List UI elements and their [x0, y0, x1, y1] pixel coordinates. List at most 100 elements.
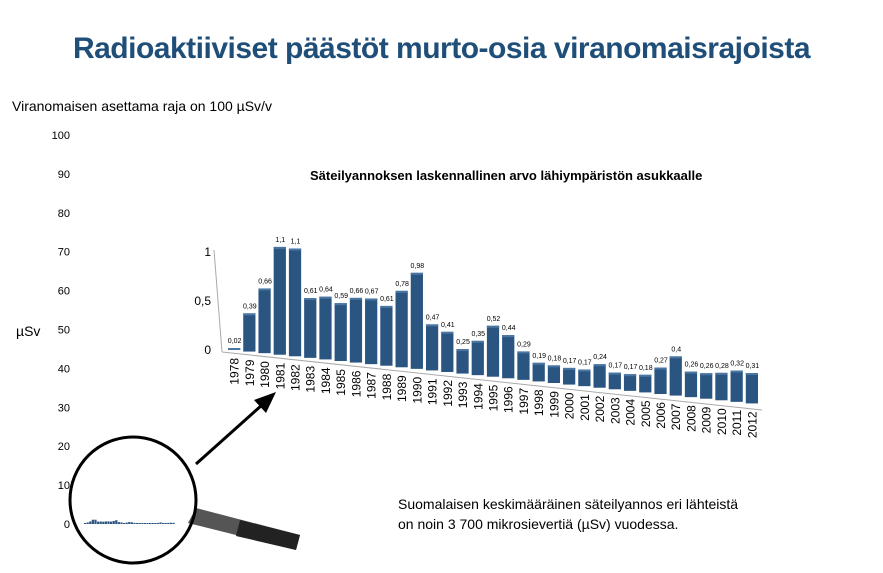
mini-bar — [136, 523, 139, 524]
y-axis — [213, 249, 223, 353]
y-tick-label: 30 — [58, 402, 70, 414]
bar-top — [365, 298, 378, 301]
data-label: 0,44 — [502, 325, 516, 332]
bar-2000 — [563, 367, 576, 385]
mini-bar — [172, 522, 175, 524]
mini-bar — [154, 523, 157, 524]
mini-bar — [149, 523, 152, 524]
mini-bar — [86, 522, 89, 524]
data-label: 0,17 — [578, 359, 592, 366]
data-label: 0,02 — [228, 338, 242, 345]
bar-1986 — [349, 297, 363, 363]
x-tick-label: 2006 — [654, 402, 668, 429]
x-tick-label: 2001 — [578, 394, 592, 421]
data-label: 0,32 — [730, 360, 744, 367]
bar-top — [684, 371, 698, 374]
average-dose-note: Suomalaisen keskimääräinen säteilyannos … — [398, 494, 738, 534]
bar-1998 — [532, 362, 545, 382]
bar-top — [258, 288, 271, 291]
mini-bar — [167, 522, 170, 524]
x-tick-label: 1983 — [304, 366, 318, 393]
bar-1992 — [441, 331, 454, 372]
bar-1988 — [380, 305, 393, 366]
bar-2009 — [700, 373, 713, 399]
data-label: 0,66 — [258, 278, 272, 285]
mini-bar — [156, 522, 159, 524]
bar-1982 — [288, 248, 302, 357]
bar-top — [334, 303, 347, 306]
mini-bar — [164, 522, 167, 524]
mini-bar — [146, 523, 149, 524]
x-tick-label: 2002 — [593, 395, 607, 422]
data-label: 0,61 — [380, 296, 394, 303]
x-tick-label: 1993 — [456, 381, 470, 408]
bar-2008 — [684, 371, 698, 398]
bar-2006 — [654, 367, 667, 394]
mini-bar — [117, 522, 120, 524]
data-label: 0,19 — [532, 353, 546, 360]
data-label: 0,24 — [593, 354, 607, 361]
data-label: 0,28 — [715, 363, 729, 370]
y-tick-label: 100 — [52, 130, 70, 142]
mini-bar — [97, 521, 100, 524]
y-tick-label: 0 — [64, 519, 70, 531]
bar-2007 — [669, 356, 682, 396]
data-label: 0,35 — [471, 331, 485, 338]
mini-bar — [89, 521, 92, 524]
mini-bar — [159, 522, 162, 524]
x-tick-label: 1998 — [532, 389, 546, 416]
bar-2001 — [578, 369, 591, 387]
x-tick-label: 1992 — [441, 380, 455, 407]
x-axis — [221, 351, 763, 411]
x-tick-label: 1979 — [243, 359, 257, 386]
bar-2005 — [639, 374, 652, 393]
bar-top — [319, 296, 332, 299]
mini-bar — [123, 523, 126, 524]
y-tick-label: 20 — [58, 441, 70, 453]
bar-1980 — [258, 288, 271, 354]
bar-top — [608, 372, 621, 375]
y-tick-label: 0,5 — [194, 294, 211, 308]
bar-2003 — [608, 372, 621, 390]
y-tick-label: 0 — [204, 343, 211, 357]
x-tick-label: 2000 — [563, 392, 577, 419]
y-tick-label: 10 — [58, 480, 70, 492]
bar-2004 — [623, 374, 637, 391]
data-label: 0,17 — [624, 364, 638, 371]
x-tick-label: 1988 — [380, 373, 394, 400]
x-tick-label: 1994 — [471, 383, 485, 410]
x-tick-label: 1986 — [349, 370, 363, 397]
bar-1995 — [486, 325, 500, 377]
bar-top — [502, 335, 515, 338]
y-tick-label: 1 — [204, 245, 211, 259]
inset-chart: 0 0,5 1 0,02 1978 0,39 1979 0,66 1980 1,1 1981 1,1 1… — [194, 237, 763, 438]
bar-1981 — [273, 246, 286, 355]
mini-bar — [91, 519, 94, 524]
data-label: 0,29 — [517, 341, 531, 348]
data-label: 0,98 — [411, 263, 425, 270]
x-tick-label: 2003 — [608, 397, 622, 424]
mini-bar — [112, 520, 115, 524]
data-label: 0,41 — [441, 322, 455, 329]
mini-bar — [94, 519, 97, 524]
bar-1979 — [243, 313, 256, 352]
data-label: 0,52 — [487, 316, 501, 323]
bar-top — [441, 331, 454, 334]
mini-bar — [133, 522, 136, 524]
mini-bar — [107, 521, 110, 524]
bar-1983 — [304, 298, 317, 358]
arrow-icon — [195, 392, 276, 466]
bar-top — [563, 367, 576, 370]
mini-bar — [162, 522, 165, 524]
limit-scale-chart: 0 10 20 30 40 50 60 70 80 90 100 µSv — [16, 130, 175, 531]
bar-top — [654, 367, 667, 370]
bar-1991 — [425, 324, 439, 371]
x-tick-label: 1996 — [502, 386, 516, 413]
bar-1984 — [319, 296, 332, 360]
mini-bar — [151, 523, 154, 524]
x-tick-label: 1980 — [258, 361, 272, 388]
y-tick-label: 80 — [58, 208, 70, 220]
bar-1987 — [365, 298, 378, 365]
mini-bar — [141, 523, 144, 524]
x-tick-label: 1978 — [228, 358, 242, 385]
